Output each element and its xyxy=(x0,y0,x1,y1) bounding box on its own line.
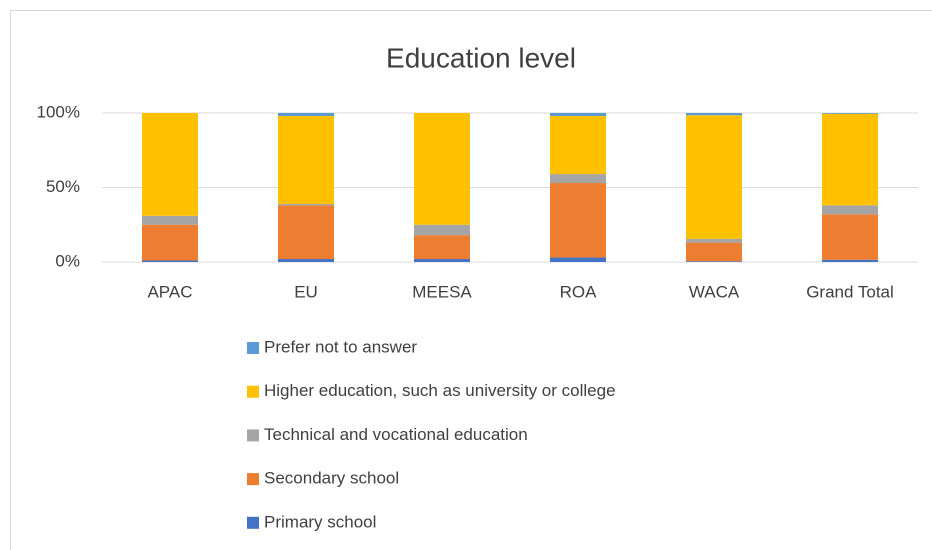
y-tick-label: 50% xyxy=(46,177,80,196)
legend-label: Higher education, such as university or … xyxy=(264,381,616,400)
y-tick-label: 100% xyxy=(37,102,80,121)
bar-segment xyxy=(822,205,878,215)
bar-segment xyxy=(142,215,198,225)
legend-swatch xyxy=(247,516,259,529)
bar-segment xyxy=(142,113,198,216)
bar-segment xyxy=(142,260,198,262)
bar-segment xyxy=(278,203,334,206)
chart-title: Education level xyxy=(386,42,576,73)
bar-segment xyxy=(142,224,198,261)
bar-segment xyxy=(550,174,606,184)
bar-segment xyxy=(822,214,878,260)
legend-label: Primary school xyxy=(264,512,376,531)
legend-label: Technical and vocational education xyxy=(264,425,528,444)
bar-segment xyxy=(686,115,742,239)
bar-segment xyxy=(550,183,606,258)
legend-swatch xyxy=(247,473,259,486)
chart-border xyxy=(10,10,932,550)
x-tick-label: ROA xyxy=(560,282,598,301)
bar-segment xyxy=(414,113,470,225)
bar-segment xyxy=(822,113,878,206)
legend-label: Secondary school xyxy=(264,469,399,488)
legend-swatch xyxy=(247,342,259,354)
y-tick-label: 0% xyxy=(55,251,80,270)
bar-segment xyxy=(278,205,334,260)
legend-label: Prefer not to answer xyxy=(264,337,417,356)
bar-segment xyxy=(414,235,470,260)
bar-segment xyxy=(822,113,878,114)
bar-segment xyxy=(278,113,334,116)
x-tick-label: MEESA xyxy=(412,282,472,301)
bar-segment xyxy=(550,115,606,175)
bar-segment xyxy=(686,261,742,262)
x-tick-label: Grand Total xyxy=(806,282,894,301)
x-tick-label: WACA xyxy=(689,282,740,301)
bar-segment xyxy=(550,113,606,116)
bar-segment xyxy=(278,115,334,204)
bar-segment xyxy=(686,238,742,243)
bar-segment xyxy=(822,259,878,262)
bar-segment xyxy=(550,257,606,262)
bar-segment xyxy=(278,259,334,262)
bar-segment xyxy=(686,113,742,116)
legend-swatch xyxy=(247,385,259,398)
bar-segment xyxy=(414,259,470,262)
legend-swatch xyxy=(247,429,259,442)
x-tick-label: APAC xyxy=(147,282,192,301)
bar-segment xyxy=(686,242,742,262)
bar-segment xyxy=(414,224,470,236)
x-tick-label: EU xyxy=(294,282,318,301)
